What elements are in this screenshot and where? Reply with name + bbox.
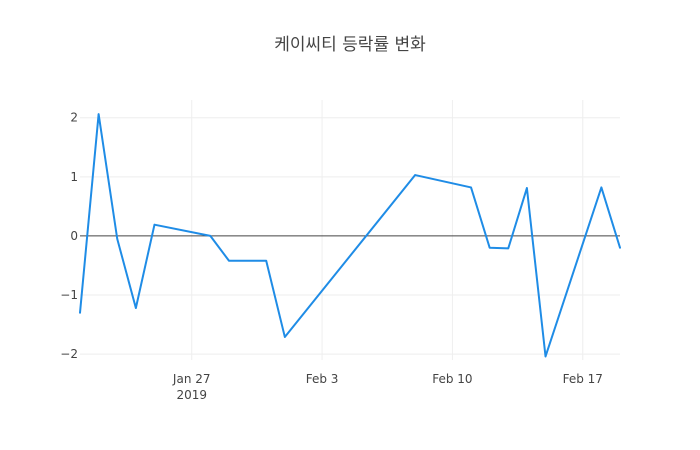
x-axis-ticks: Jan 27 2019 Feb 3 Feb 10 Feb 17 <box>172 372 603 402</box>
data-point <box>488 246 491 249</box>
data-point <box>153 223 156 226</box>
data-point <box>97 113 100 115</box>
series-line <box>79 113 621 358</box>
y-tick-label: −1 <box>60 288 78 302</box>
y-tick-label: 2 <box>70 111 78 125</box>
data-point <box>79 311 81 314</box>
data-point <box>600 186 603 189</box>
data-point <box>135 307 137 309</box>
x-tick-label: Feb 10 <box>432 372 472 386</box>
y-tick-label: 1 <box>70 170 78 184</box>
x-tick-sublabel: 2019 <box>176 388 207 402</box>
data-point <box>526 187 528 189</box>
data-point <box>619 246 621 249</box>
series-group <box>79 113 621 358</box>
y-tick-label: −2 <box>60 347 78 361</box>
data-point <box>209 235 212 237</box>
data-point <box>228 259 230 262</box>
chart-title: 케이씨티 등락률 변화 <box>274 35 426 55</box>
data-point <box>265 259 268 262</box>
data-point <box>116 238 119 240</box>
data-point <box>284 336 286 338</box>
x-tick-label: Feb 17 <box>563 372 603 386</box>
x-tick-label: Feb 3 <box>306 372 339 386</box>
y-tick-label: 0 <box>70 229 78 243</box>
y-axis-ticks: 2 1 0 −1 −2 <box>60 111 78 361</box>
data-point <box>470 186 472 189</box>
data-point <box>507 247 510 250</box>
x-tick-label: Jan 27 <box>172 372 211 386</box>
grid-lines <box>80 100 620 360</box>
data-point <box>414 174 416 176</box>
data-point <box>544 355 547 358</box>
